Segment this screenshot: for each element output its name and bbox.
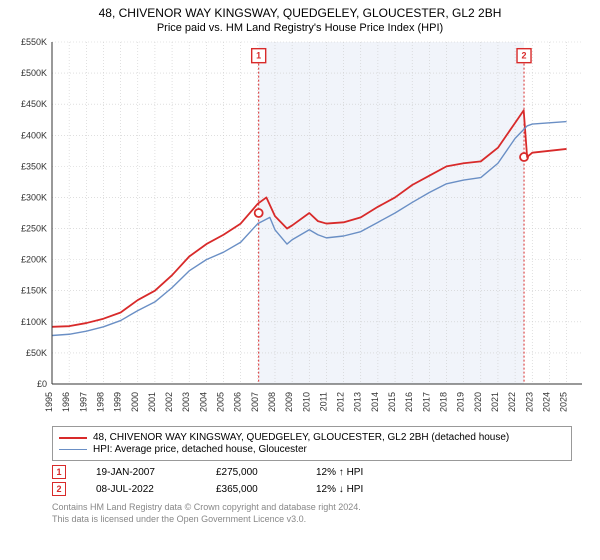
legend-label: HPI: Average price, detached house, Glou… (93, 444, 307, 455)
footer-line1: Contains HM Land Registry data © Crown c… (52, 502, 572, 514)
svg-text:2017: 2017 (421, 392, 431, 412)
svg-text:2025: 2025 (559, 392, 569, 412)
svg-text:£250K: £250K (21, 224, 47, 234)
marker-box-icon: 1 (52, 465, 66, 479)
svg-text:2013: 2013 (353, 392, 363, 412)
chart-subtitle: Price paid vs. HM Land Registry's House … (0, 20, 600, 38)
svg-text:£0: £0 (37, 379, 47, 389)
chart-title: 48, CHIVENOR WAY KINGSWAY, QUEDGELEY, GL… (0, 0, 600, 20)
svg-text:£350K: £350K (21, 161, 47, 171)
svg-text:2000: 2000 (130, 392, 140, 412)
svg-text:2: 2 (522, 51, 527, 61)
svg-text:2004: 2004 (198, 392, 208, 412)
svg-text:2021: 2021 (490, 392, 500, 412)
legend-swatch (59, 449, 87, 451)
svg-text:1996: 1996 (61, 392, 71, 412)
svg-text:1998: 1998 (95, 392, 105, 412)
legend: 48, CHIVENOR WAY KINGSWAY, QUEDGELEY, GL… (52, 426, 572, 461)
svg-text:1: 1 (256, 51, 261, 61)
svg-text:1997: 1997 (78, 392, 88, 412)
svg-text:1999: 1999 (113, 392, 123, 412)
svg-text:2011: 2011 (318, 392, 328, 411)
svg-text:2014: 2014 (370, 392, 380, 412)
svg-text:2020: 2020 (473, 392, 483, 412)
svg-text:£400K: £400K (21, 130, 47, 140)
marker-row: 2 08-JUL-2022£365,00012% ↓ HPI (52, 482, 572, 496)
marker-date: 08-JUL-2022 (96, 484, 216, 495)
marker-delta: 12% ↑ HPI (316, 467, 416, 478)
svg-text:£550K: £550K (21, 38, 47, 47)
svg-text:2007: 2007 (250, 392, 260, 412)
svg-text:£50K: £50K (26, 348, 47, 358)
svg-text:2009: 2009 (284, 392, 294, 412)
footer: Contains HM Land Registry data © Crown c… (52, 502, 572, 525)
svg-text:£150K: £150K (21, 286, 47, 296)
marker-box-icon: 2 (52, 482, 66, 496)
marker-price: £365,000 (216, 484, 316, 495)
footer-line2: This data is licensed under the Open Gov… (52, 514, 572, 526)
legend-label: 48, CHIVENOR WAY KINGSWAY, QUEDGELEY, GL… (93, 432, 509, 443)
svg-text:2005: 2005 (216, 392, 226, 412)
svg-text:2019: 2019 (456, 392, 466, 412)
svg-text:1995: 1995 (44, 392, 54, 412)
container: 48, CHIVENOR WAY KINGSWAY, QUEDGELEY, GL… (0, 0, 600, 560)
svg-text:2012: 2012 (336, 392, 346, 412)
svg-text:2016: 2016 (404, 392, 414, 412)
svg-text:£450K: £450K (21, 99, 47, 109)
svg-text:2024: 2024 (541, 392, 551, 412)
svg-text:2001: 2001 (147, 392, 157, 412)
svg-text:2015: 2015 (387, 392, 397, 412)
marker-price: £275,000 (216, 467, 316, 478)
svg-text:2008: 2008 (267, 392, 277, 412)
legend-row: HPI: Average price, detached house, Glou… (59, 444, 565, 455)
legend-row: 48, CHIVENOR WAY KINGSWAY, QUEDGELEY, GL… (59, 432, 565, 443)
svg-text:2002: 2002 (164, 392, 174, 412)
svg-text:2003: 2003 (181, 392, 191, 412)
chart-svg: £0 £50K £100K £150K £200K £250K £300K £350K £400… (0, 38, 600, 420)
marker-date: 19-JAN-2007 (96, 467, 216, 478)
svg-text:£300K: £300K (21, 192, 47, 202)
svg-text:2010: 2010 (301, 392, 311, 412)
svg-text:£100K: £100K (21, 317, 47, 327)
svg-text:2022: 2022 (507, 392, 517, 412)
marker-delta: 12% ↓ HPI (316, 484, 416, 495)
svg-text:2018: 2018 (438, 392, 448, 412)
svg-text:2023: 2023 (524, 392, 534, 412)
svg-text:2006: 2006 (233, 392, 243, 412)
svg-text:£500K: £500K (21, 68, 47, 78)
markers-table: 1 19-JAN-2007£275,00012% ↑ HPI 2 08-JUL-202… (52, 465, 572, 496)
legend-swatch (59, 437, 87, 439)
marker-row: 1 19-JAN-2007£275,00012% ↑ HPI (52, 465, 572, 479)
chart-area: £0 £50K £100K £150K £200K £250K £300K £350K £400… (0, 38, 600, 420)
svg-text:£200K: £200K (21, 255, 47, 265)
